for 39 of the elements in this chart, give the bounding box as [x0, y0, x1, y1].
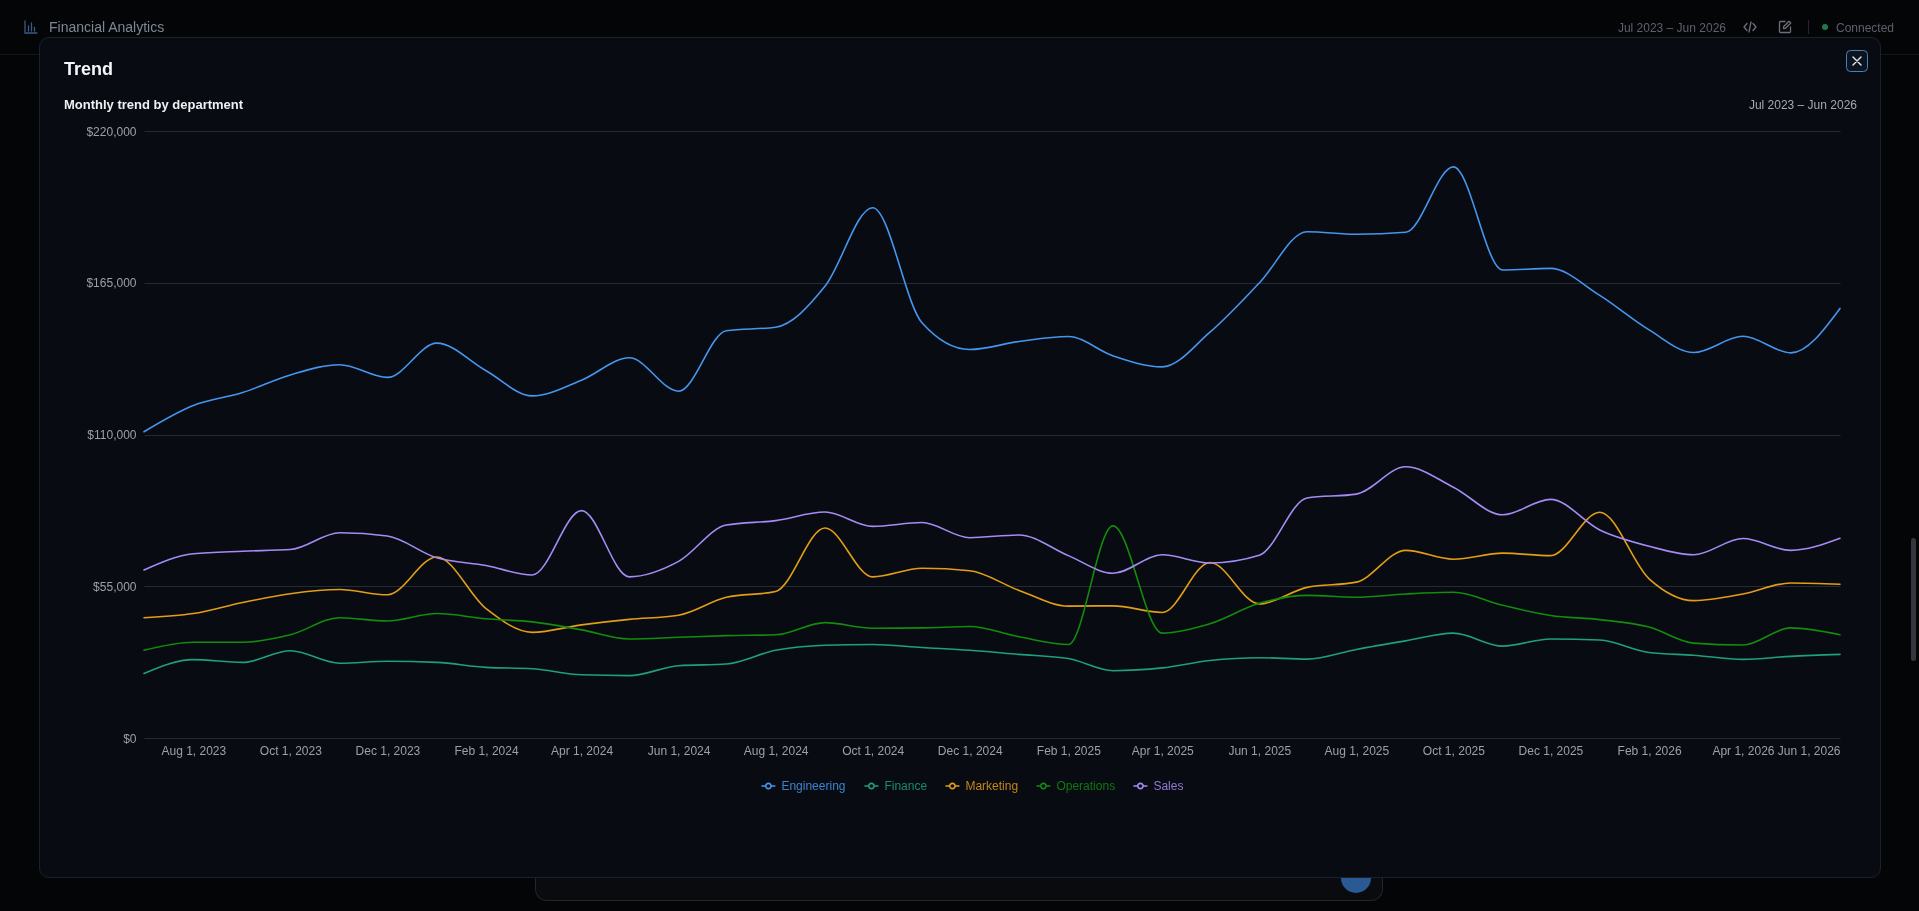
legend-label: Engineering	[781, 779, 846, 793]
x-tick-label: Apr 1, 2026	[1712, 743, 1775, 758]
x-tick-label: Jun 1, 2024	[647, 743, 711, 758]
line-series	[143, 525, 1841, 652]
y-tick-label: $110,000	[87, 428, 137, 442]
x-tick-label: Jun 1, 2025	[1228, 743, 1292, 758]
x-tick-label: Oct 1, 2024	[842, 743, 905, 758]
text: Jul 2023 – Jun 2026	[1748, 98, 1857, 112]
x-tick-label: Apr 1, 2024	[551, 743, 614, 758]
x-tick-label: Dec 1, 2024	[937, 743, 1003, 758]
legend-label: Sales	[1153, 779, 1184, 793]
x-tick-label: Dec 1, 2023	[355, 743, 421, 758]
x-tick-label: Aug 1, 2023	[161, 743, 227, 758]
x-tick-label: Oct 1, 2025	[1422, 743, 1486, 758]
line-series	[143, 511, 1841, 634]
y-tick-label: $55,000	[93, 579, 137, 594]
y-tick-label: $165,000	[86, 276, 137, 291]
x-tick-label: Oct 1, 2023	[259, 743, 323, 758]
x-tick-label: Feb 1, 2025	[1036, 743, 1102, 758]
text: Financial Analytics	[49, 19, 165, 35]
x-tick-label: Feb 1, 2024	[454, 743, 519, 758]
y-tick-label: $220,000	[86, 124, 137, 139]
x-tick-label: Aug 1, 2024	[743, 743, 809, 758]
line-series	[143, 632, 1841, 677]
x-tick-label: Dec 1, 2025	[1518, 743, 1584, 758]
text: Connected	[1836, 21, 1895, 35]
legend-label: Operations	[1056, 779, 1116, 793]
x-tick-label: Aug 1, 2025	[1324, 743, 1390, 758]
text: Jul 2023 – Jun 2026	[1617, 21, 1726, 35]
x-tick-label: Jun 1, 2026	[1777, 743, 1841, 758]
x-tick-label: Feb 1, 2026	[1617, 743, 1682, 758]
legend-label: Finance	[884, 779, 928, 793]
line-series	[143, 465, 1841, 578]
legend-label: Marketing	[965, 779, 1019, 793]
x-tick-label: Apr 1, 2025	[1131, 743, 1195, 758]
chart-subtitle: Monthly trend by department	[64, 97, 244, 112]
chart-title: Trend	[64, 59, 114, 80]
y-tick-label: $0	[123, 731, 137, 746]
line-series	[143, 166, 1841, 433]
